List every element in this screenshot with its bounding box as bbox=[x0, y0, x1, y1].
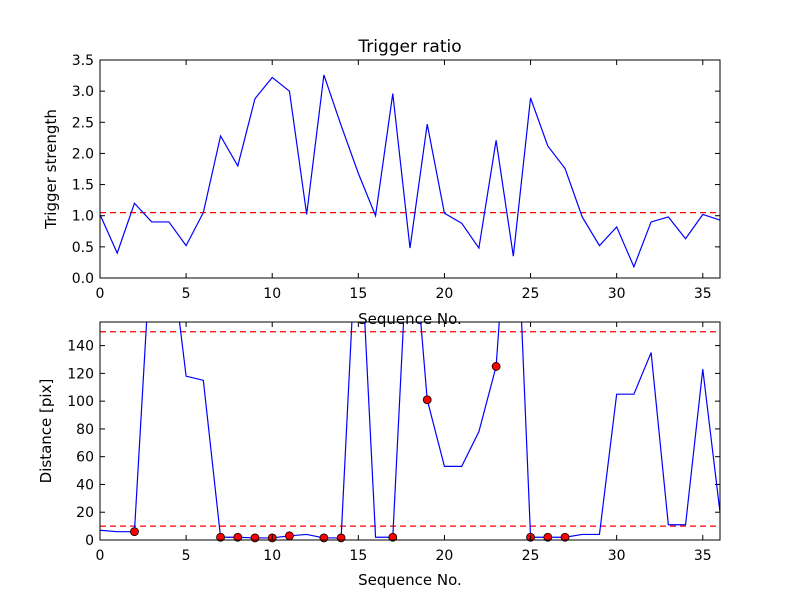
bottom-data-marker bbox=[543, 532, 553, 542]
bottom-y-tick-label: 80 bbox=[76, 422, 94, 438]
top-y-tick-label: 2.5 bbox=[72, 115, 94, 131]
top-y-axis-label: Trigger strength bbox=[42, 109, 60, 230]
top-y-tick-label: 0.0 bbox=[72, 271, 94, 287]
bottom-chart: 0 5 10 15 20 25 30 35 0 20 40 60 80 100 120 140 Sequen… bbox=[37, 321, 721, 589]
bottom-data-marker bbox=[336, 533, 346, 543]
top-x-tick-label: 30 bbox=[608, 286, 626, 302]
top-x-tick-label: 0 bbox=[96, 286, 105, 302]
bottom-data-marker bbox=[130, 527, 139, 537]
bottom-series bbox=[100, 322, 720, 539]
bottom-y-tick-label: 60 bbox=[76, 450, 94, 466]
bottom-x-tick-label: 30 bbox=[608, 548, 626, 564]
bottom-x-tick-label: 35 bbox=[694, 548, 712, 564]
bottom-data-marker bbox=[319, 533, 329, 543]
bottom-y-tick-label: 0 bbox=[85, 533, 94, 549]
bottom-data-marker bbox=[285, 531, 294, 541]
top-x-axis-label: Sequence No. bbox=[358, 310, 462, 328]
top-plot-frame bbox=[99, 59, 721, 279]
bottom-plot-frame bbox=[99, 321, 721, 541]
bottom-y-tick-label: 100 bbox=[67, 394, 94, 410]
bottom-x-tick-label: 15 bbox=[349, 548, 367, 564]
top-y-tick-label: 3.0 bbox=[72, 84, 94, 100]
bottom-y-axis-label: Distance [pix] bbox=[37, 379, 55, 484]
bottom-x-tick-label: 20 bbox=[436, 548, 454, 564]
bottom-data-marker bbox=[560, 532, 570, 542]
bottom-y-tick-label: 120 bbox=[67, 366, 94, 382]
top-x-tick-label: 25 bbox=[522, 286, 540, 302]
top-series-line bbox=[100, 74, 720, 269]
top-y-tick-label: 1.0 bbox=[72, 209, 94, 225]
top-chart: Trigger ratio 0 5 10 15 20 25 30 35 0.0 0.5 1.0 1.… bbox=[42, 37, 721, 328]
bottom-x-tick-label: 0 bbox=[96, 548, 105, 564]
bottom-y-tick-label: 40 bbox=[76, 477, 94, 493]
top-x-tick-label: 20 bbox=[436, 286, 454, 302]
bottom-x-axis-label: Sequence No. bbox=[358, 571, 462, 589]
bottom-y-tick-label: 140 bbox=[67, 339, 94, 355]
bottom-x-tick-label: 10 bbox=[263, 548, 281, 564]
top-y-ticks: 0.0 0.5 1.0 1.5 2.0 2.5 3.0 3.5 bbox=[72, 53, 720, 287]
top-chart-title: Trigger ratio bbox=[357, 37, 461, 57]
bottom-y-ticks: 0 20 40 60 80 100 120 140 bbox=[67, 339, 720, 549]
bottom-x-tick-label: 25 bbox=[522, 548, 540, 564]
bottom-data-marker bbox=[422, 395, 432, 405]
bottom-data-marker bbox=[388, 532, 398, 542]
bottom-markers bbox=[130, 362, 570, 543]
top-series bbox=[100, 74, 720, 269]
top-x-tick-label: 35 bbox=[694, 286, 712, 302]
bottom-series-line bbox=[100, 322, 720, 539]
bottom-threshold-lines bbox=[100, 331, 720, 527]
top-y-tick-label: 2.0 bbox=[72, 146, 94, 162]
top-y-tick-label: 3.5 bbox=[72, 53, 94, 69]
bottom-x-ticks: 0 5 10 15 20 25 30 35 bbox=[96, 322, 712, 564]
top-x-tick-label: 10 bbox=[263, 286, 281, 302]
bottom-data-marker bbox=[250, 533, 260, 543]
bottom-y-tick-label: 20 bbox=[76, 505, 94, 521]
bottom-data-marker bbox=[233, 532, 243, 542]
top-y-tick-label: 1.5 bbox=[72, 178, 94, 194]
bottom-data-marker bbox=[491, 362, 501, 371]
bottom-data-marker bbox=[216, 532, 225, 542]
top-x-tick-label: 5 bbox=[182, 286, 191, 302]
top-y-tick-label: 0.5 bbox=[72, 240, 94, 256]
top-x-tick-label: 15 bbox=[349, 286, 367, 302]
bottom-x-tick-label: 5 bbox=[182, 548, 191, 564]
top-x-ticks: 0 5 10 15 20 25 30 35 bbox=[96, 60, 712, 302]
